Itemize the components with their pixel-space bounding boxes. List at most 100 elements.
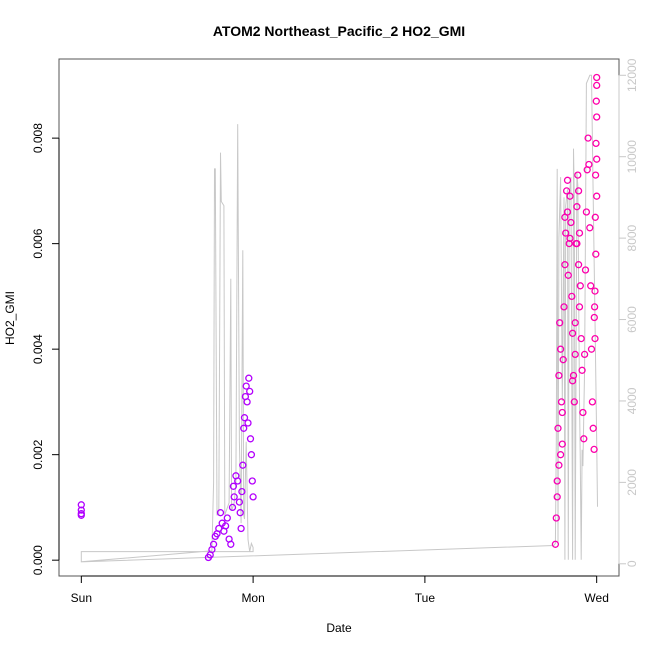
data-point: [564, 271, 572, 279]
data-point: [552, 514, 560, 522]
y2-tick-label: 0: [625, 560, 639, 567]
altitude-series: [80, 74, 598, 563]
altitude-line: [80, 74, 598, 563]
data-point: [249, 493, 257, 501]
x-tick-label: Sun: [71, 591, 92, 605]
data-point: [588, 398, 597, 406]
data-point: [561, 261, 569, 269]
y2-tick-label: 2000: [625, 469, 639, 496]
data-point: [557, 398, 566, 406]
data-point: [223, 514, 231, 522]
data-point: [561, 213, 569, 221]
data-point: [591, 213, 599, 221]
data-point: [551, 540, 560, 548]
data-point: [586, 224, 594, 232]
data-point: [592, 250, 600, 258]
data-point: [562, 229, 570, 237]
data-point: [587, 282, 595, 290]
data-point: [575, 229, 584, 237]
data-point: [221, 522, 230, 530]
data-point: [589, 424, 597, 432]
data-point: [240, 414, 249, 422]
data-point: [553, 493, 561, 501]
ho2-series: [77, 73, 601, 562]
data-point: [587, 345, 596, 353]
plot-frame: [58, 58, 620, 577]
y-tick-label: 0.002: [31, 439, 45, 469]
y2-tick-label: 10000: [625, 140, 639, 174]
data-point: [245, 374, 253, 382]
data-point: [229, 482, 238, 490]
data-point: [228, 503, 237, 512]
data-point: [558, 408, 566, 417]
data-point: [585, 160, 593, 169]
data-point: [593, 155, 601, 163]
data-point: [565, 239, 573, 248]
data-point: [240, 424, 248, 432]
data-point: [246, 435, 255, 443]
data-point: [593, 81, 601, 90]
chart-title: ATOM2 Northeast_Pacific_2 HO2_GMI: [213, 23, 465, 39]
data-point: [573, 203, 581, 211]
data-point: [574, 171, 582, 179]
data-point: [575, 303, 584, 311]
data-point: [568, 329, 577, 337]
data-point: [227, 540, 235, 548]
data-point: [571, 350, 579, 359]
data-point: [556, 319, 564, 327]
y-axis-label: HO2_GMI: [3, 291, 17, 345]
data-point: [209, 540, 218, 548]
x-tick-label: Tue: [415, 591, 436, 605]
data-point: [554, 424, 562, 432]
data-point: [591, 334, 599, 343]
data-point: [568, 292, 576, 301]
data-point: [584, 134, 592, 142]
data-point: [230, 493, 238, 501]
data-point: [581, 266, 590, 274]
data-point: [558, 440, 566, 448]
data-point: [590, 303, 599, 311]
data-point: [246, 387, 254, 396]
x-axis: Sun Mon Tue Wed: [71, 575, 609, 605]
data-point: [562, 187, 571, 195]
data-point: [573, 239, 581, 248]
data-point: [580, 350, 589, 359]
data-point: [556, 345, 565, 353]
y2-tick-label: 12000: [625, 58, 639, 92]
data-point: [216, 509, 225, 517]
data-point: [553, 477, 561, 485]
data-point: [574, 187, 583, 195]
y-tick-label: 0.006: [31, 228, 45, 258]
data-point: [239, 461, 247, 469]
data-point: [593, 192, 601, 200]
data-point: [566, 192, 574, 200]
data-point: [559, 356, 567, 364]
y-tick-label: 0.004: [31, 334, 45, 364]
x-tick-label: Wed: [584, 591, 608, 605]
secondary-y-axis: 0 2000 4000 6000 8000 10000 12000: [618, 58, 639, 567]
data-point: [238, 487, 246, 496]
data-point: [592, 139, 600, 148]
data-point: [591, 287, 599, 295]
data-point: [234, 477, 242, 485]
data-point: [563, 176, 572, 184]
data-point: [560, 303, 568, 311]
data-point: [244, 419, 252, 427]
data-point: [555, 371, 563, 380]
data-point: [77, 510, 85, 518]
y2-tick-label: 8000: [625, 224, 639, 251]
data-point: [568, 377, 577, 385]
data-point: [574, 261, 583, 269]
data-point: [556, 451, 565, 459]
data-point: [592, 97, 600, 105]
data-point: [580, 435, 588, 443]
data-point: [235, 498, 244, 506]
data-point: [578, 366, 586, 374]
data-point: [571, 319, 579, 327]
y-axis: 0.000 0.002 0.004 0.006 0.008: [31, 123, 60, 575]
y2-tick-label: 6000: [625, 306, 639, 333]
x-tick-label: Mon: [241, 591, 264, 605]
data-point: [579, 408, 587, 417]
data-point: [243, 398, 251, 406]
